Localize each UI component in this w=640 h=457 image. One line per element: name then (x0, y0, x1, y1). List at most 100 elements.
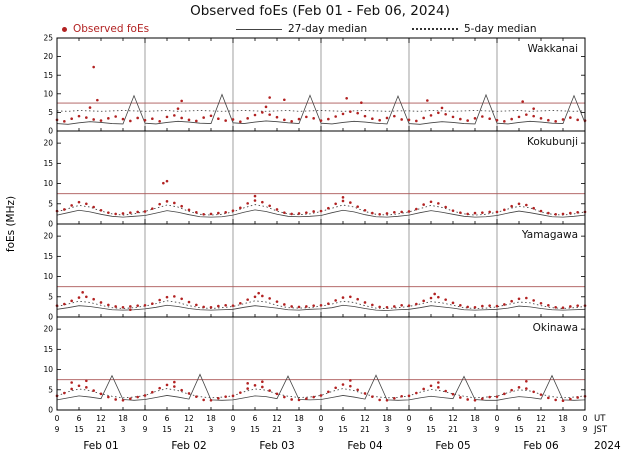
y-tick-label: 20 (43, 325, 53, 334)
median27-line (56, 209, 586, 218)
ut-tick-label: 18 (294, 414, 304, 423)
jst-tick-label: 9 (319, 425, 324, 434)
legend-label-5day-median: 5-day median (464, 23, 537, 35)
ut-tick-label: 6 (517, 414, 522, 423)
y-tick-label: 10 (43, 179, 53, 188)
date-label: Feb 03 (259, 440, 294, 452)
ut-tick-label: 0 (143, 414, 148, 423)
jst-tick-label: 9 (407, 425, 412, 434)
jst-tick-label: 9 (231, 425, 236, 434)
y-tick-label: 0 (48, 313, 53, 322)
jst-axis-label: JST (593, 425, 608, 435)
y-tick-label: 5 (48, 292, 53, 301)
ut-tick-label: 18 (206, 414, 216, 423)
y-tick-label: 15 (43, 345, 53, 354)
ut-tick-label: 12 (96, 414, 106, 423)
solid-line-marker-icon (236, 28, 282, 30)
legend-item-5day-median: 5-day median (412, 22, 536, 36)
jst-tick-label: 21 (184, 425, 194, 434)
observed-scatter (55, 379, 587, 403)
median27-line (56, 93, 586, 125)
y-tick-label: 10 (43, 89, 53, 98)
median5-line (56, 110, 586, 112)
station-label: Okinawa (533, 322, 578, 334)
jst-tick-label: 3 (209, 425, 214, 434)
legend-item-observed: Observed foEs (62, 22, 149, 36)
panel-wakkanai: 0 5 10 15 20 25 Wakkanai (43, 34, 587, 136)
jst-tick-label: 3 (473, 425, 478, 434)
y-tick-label: 0 (48, 127, 53, 136)
jst-tick-label: 21 (360, 425, 370, 434)
panel-kokubunji: 0 5 10 15 20 Kokubunji (43, 130, 587, 229)
y-tick-label: 0 (48, 406, 53, 415)
y-tick-label: 20 (43, 52, 53, 61)
chart-legend: Observed foEs 27-day median 5-day median (0, 22, 640, 38)
jst-tick-label: 9 (55, 425, 60, 434)
jst-tick-label: 15 (162, 425, 172, 434)
ut-tick-label: 0 (495, 414, 500, 423)
ut-tick-label: 0 (583, 414, 588, 423)
jst-tick-label: 9 (583, 425, 588, 434)
jst-tick-label: 15 (426, 425, 436, 434)
date-label: Feb 04 (347, 440, 383, 452)
ut-tick-label: 6 (253, 414, 258, 423)
ut-tick-label: 18 (558, 414, 568, 423)
chart-title: Observed foEs (Feb 01 - Feb 06, 2024) (190, 3, 450, 19)
year-label: 2024 (594, 440, 621, 452)
jst-tick-label: 9 (495, 425, 500, 434)
jst-tick-label: 15 (250, 425, 260, 434)
x-axis-labels: 0 9 6 15 12 21 18 3 0 9 6 15 12 21 18 3 0 9 6 15 12 21 18 3 0 9 6 1… (55, 414, 621, 452)
median27-line (56, 304, 586, 311)
y-tick-label: 5 (48, 199, 53, 208)
ut-tick-label: 0 (231, 414, 236, 423)
observed-scatter (55, 291, 587, 312)
date-label: Feb 01 (83, 440, 118, 452)
y-tick-label: 5 (48, 385, 53, 394)
ut-axis-label: UT (594, 414, 606, 424)
y-tick-label: 15 (43, 252, 53, 261)
jst-tick-label: 3 (385, 425, 390, 434)
ut-tick-label: 12 (448, 414, 458, 423)
y-tick-label: 5 (48, 108, 53, 117)
jst-tick-label: 3 (297, 425, 302, 434)
ut-tick-label: 18 (118, 414, 128, 423)
ut-tick-label: 0 (55, 414, 60, 423)
dotted-line-marker-icon (412, 28, 458, 30)
ut-tick-label: 6 (341, 414, 346, 423)
jst-tick-label: 9 (143, 425, 148, 434)
ut-tick-label: 0 (407, 414, 412, 423)
ut-tick-label: 12 (184, 414, 194, 423)
ut-tick-label: 12 (536, 414, 546, 423)
jst-tick-label: 3 (561, 425, 566, 434)
ut-tick-label: 12 (272, 414, 282, 423)
y-tick-label: 10 (43, 365, 53, 374)
legend-item-27day-median: 27-day median (236, 22, 367, 36)
ut-tick-label: 6 (165, 414, 170, 423)
jst-tick-label: 15 (74, 425, 84, 434)
ut-tick-label: 6 (429, 414, 434, 423)
median27-line (56, 373, 586, 401)
jst-tick-label: 15 (514, 425, 524, 434)
observed-scatter (55, 65, 587, 123)
legend-label-27day-median: 27-day median (288, 23, 368, 35)
ut-tick-label: 18 (470, 414, 480, 423)
panel-okinawa: 0 5 10 15 20 Okinawa (43, 316, 587, 415)
y-tick-label: 20 (43, 232, 53, 241)
observed-dot-marker-icon (62, 26, 67, 32)
y-tick-label: 25 (43, 34, 53, 43)
jst-tick-label: 21 (96, 425, 106, 434)
jst-tick-label: 21 (272, 425, 282, 434)
y-tick-label: 0 (48, 220, 53, 229)
observed-scatter (55, 179, 587, 216)
y-tick-label: 10 (43, 272, 53, 281)
ut-tick-label: 18 (382, 414, 392, 423)
ut-tick-label: 6 (77, 414, 82, 423)
station-label: Kokubunji (527, 136, 578, 148)
panel-yamagawa: 0 5 10 15 20 Yamagawa (43, 223, 587, 322)
y-tick-label: 15 (43, 159, 53, 168)
y-tick-label: 20 (43, 139, 53, 148)
jst-tick-label: 21 (536, 425, 546, 434)
date-label: Feb 02 (171, 440, 206, 452)
